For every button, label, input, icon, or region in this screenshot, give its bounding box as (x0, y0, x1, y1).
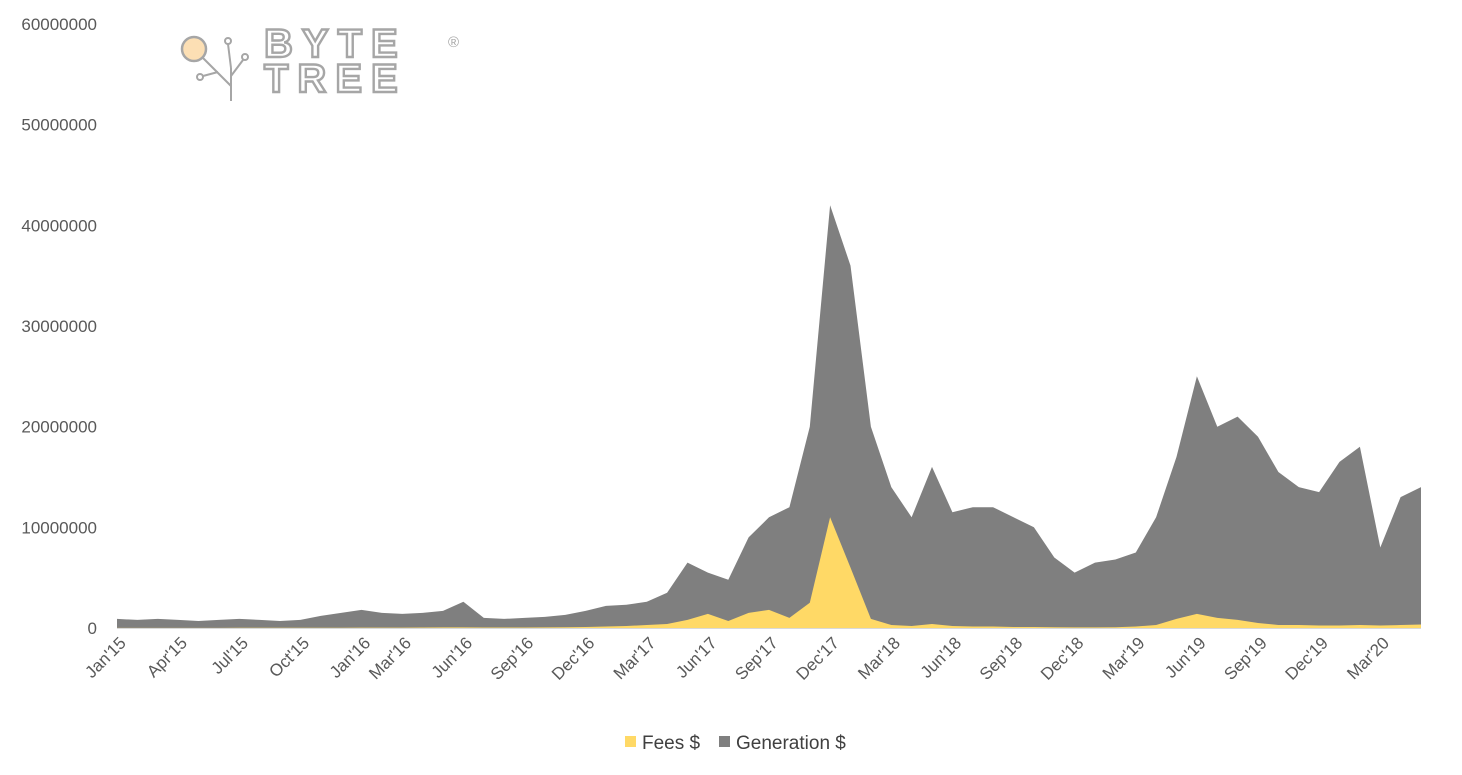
y-tick-label: 0 (88, 619, 97, 638)
y-tick-label: 50000000 (21, 116, 97, 135)
y-tick-label: 60000000 (21, 15, 97, 34)
legend: Fees $ Generation $ (625, 733, 846, 754)
legend-swatch-generation (719, 736, 730, 747)
series-area-generation (117, 205, 1421, 628)
logo-registered-mark: ® (448, 34, 459, 51)
x-tick-label: Dec'18 (1037, 633, 1087, 683)
y-tick-label: 40000000 (21, 216, 97, 235)
logo-line1: BYTE (264, 22, 407, 66)
plot-area (117, 205, 1421, 628)
y-tick-label: 30000000 (21, 317, 97, 336)
logo-line2: TREE (264, 57, 407, 101)
x-tick-label: Oct'15 (265, 633, 313, 681)
x-tick-label: Mar'19 (1099, 633, 1149, 683)
x-tick-label: Jun'17 (672, 633, 720, 681)
x-tick-label: Sep'18 (976, 633, 1026, 683)
x-tick-label: Mar'20 (1343, 633, 1393, 683)
y-axis: 0 10000000 20000000 30000000 40000000 5000000… (21, 15, 97, 638)
x-tick-label: Sep'19 (1220, 633, 1270, 683)
legend-label-generation: Generation $ (736, 733, 846, 754)
logo-tree-icon (180, 35, 249, 101)
bytetree-logo: BYTE TREE ® (180, 21, 459, 102)
y-tick-label: 20000000 (21, 418, 97, 437)
x-tick-label: Jul'15 (208, 633, 252, 677)
x-tick-label: Mar'17 (610, 633, 660, 683)
x-tick-label: Sep'17 (731, 633, 781, 683)
x-tick-label: Apr'15 (143, 633, 191, 681)
legend-swatch-fees (625, 736, 636, 747)
x-tick-label: Dec'16 (548, 633, 598, 683)
x-tick-label: Jan'16 (326, 633, 374, 681)
x-tick-label: Dec'19 (1281, 633, 1331, 683)
x-tick-label: Dec'17 (792, 633, 842, 683)
x-tick-label: Mar'18 (854, 633, 904, 683)
x-tick-label: Jun'19 (1161, 633, 1209, 681)
y-tick-label: 10000000 (21, 518, 97, 537)
x-tick-label: Jun'18 (917, 633, 965, 681)
legend-label-fees: Fees $ (642, 733, 701, 754)
x-tick-label: Mar'16 (365, 633, 415, 683)
x-tick-label: Sep'16 (487, 633, 537, 683)
x-tick-label: Jun'16 (428, 633, 476, 681)
x-tick-label: Jan'15 (81, 633, 129, 681)
